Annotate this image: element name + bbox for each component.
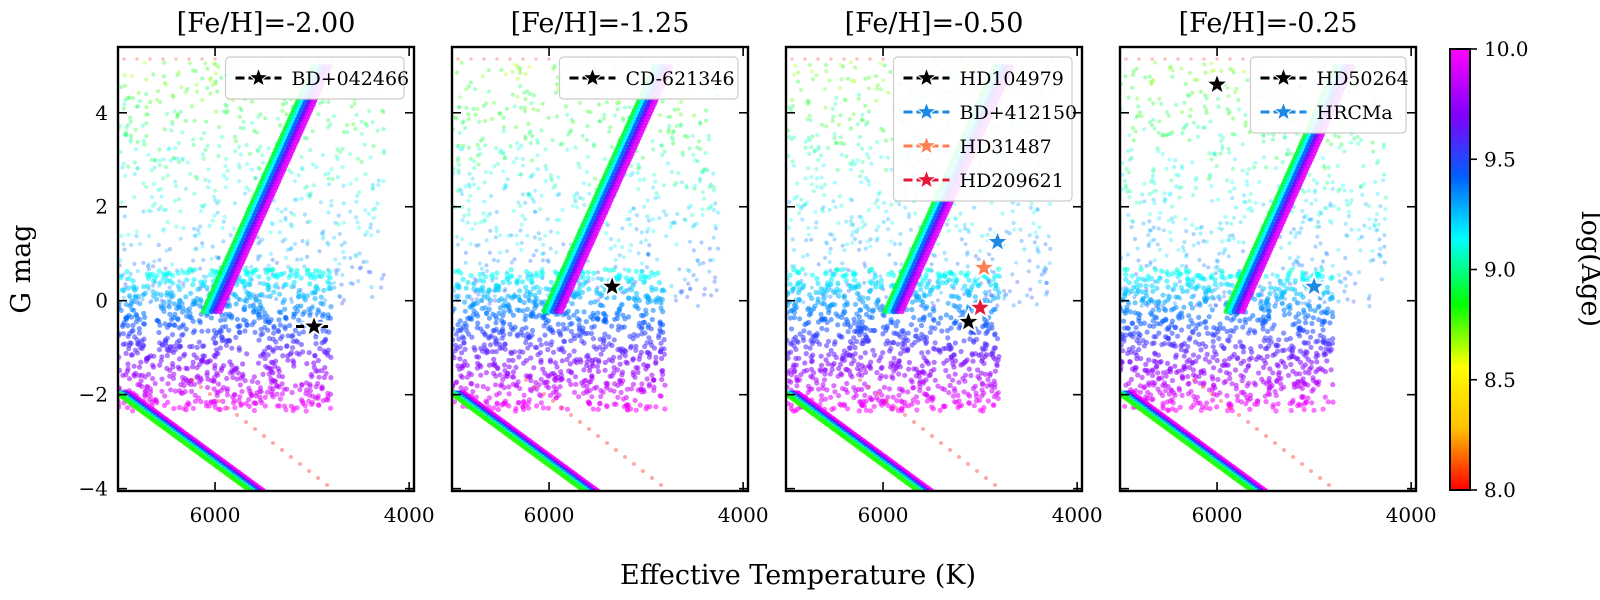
x-tick-label: 6000 xyxy=(1192,503,1243,527)
colorbar-tick-label: 8.0 xyxy=(1484,478,1516,502)
legend: HD50264 HRCMa xyxy=(1249,56,1409,134)
y-tick-label: −4 xyxy=(79,477,108,501)
legend-star xyxy=(1272,66,1295,88)
isochrone-cloud xyxy=(452,57,733,491)
legend-label: HD31487 xyxy=(960,136,1052,158)
colorbar-gradient xyxy=(1449,48,1471,491)
x-tick-label: 6000 xyxy=(190,503,241,527)
y-tick-label: 0 xyxy=(95,289,108,313)
colorbar-label: log(Age) xyxy=(1575,211,1600,327)
legend-star xyxy=(915,134,938,156)
x-tick-label: 4000 xyxy=(718,503,769,527)
legend: BD+042466 xyxy=(224,56,410,100)
star-marker xyxy=(965,292,995,320)
x-tick-label: 4000 xyxy=(1052,503,1103,527)
x-tick-label: 6000 xyxy=(524,503,575,527)
panel: [Fe/H]=-0.50 6000 4000 HD104979 BD+412150 HD3… xyxy=(784,8,1103,527)
y-axis-label: G mag xyxy=(6,224,37,313)
panel: [Fe/H]=-1.25 6000 4000 CD-621346 xyxy=(450,8,769,527)
legend-label: BD+412150 xyxy=(960,102,1078,124)
legend-label: HD209621 xyxy=(960,170,1064,192)
plot-frame xyxy=(116,45,416,493)
panel: [Fe/H]=-0.25 6000 4000 HD50264 HRCMa xyxy=(1118,8,1437,527)
star-marker xyxy=(597,271,627,299)
colorbar-tick-label: 9.5 xyxy=(1484,147,1516,171)
panel-title: [Fe/H]=-0.50 xyxy=(845,8,1024,39)
star-marker xyxy=(983,227,1012,255)
legend-star xyxy=(915,168,938,190)
star-marker xyxy=(299,311,329,339)
plot-frame xyxy=(450,45,750,493)
legend-label: BD+042466 xyxy=(292,68,410,90)
panel-title: [Fe/H]=-0.25 xyxy=(1179,8,1358,39)
star-marker xyxy=(1299,271,1329,299)
legend-label: HRCMa xyxy=(1317,102,1393,124)
legend: HD104979 BD+412150 HD31487 HD209621 xyxy=(892,56,1078,202)
legend-star xyxy=(915,66,938,88)
panel-title: [Fe/H]=-2.00 xyxy=(177,8,356,39)
star-marker xyxy=(1202,69,1232,97)
star-marker xyxy=(969,252,999,280)
x-tick-label: 4000 xyxy=(1386,503,1437,527)
legend-label: HD50264 xyxy=(1317,68,1409,90)
legend-star xyxy=(915,100,938,122)
colorbar-tick-label: 9.0 xyxy=(1484,258,1516,282)
colorbar-tick-label: 8.5 xyxy=(1484,368,1516,392)
isochrone-cloud xyxy=(118,57,399,491)
plot-frame xyxy=(1118,45,1418,493)
legend-label: CD-621346 xyxy=(626,68,735,90)
legend-label: HD104979 xyxy=(960,68,1064,90)
legend-star xyxy=(1272,100,1295,122)
legend-star xyxy=(247,66,270,88)
y-tick-label: 4 xyxy=(95,101,108,125)
colorbar-tick-label: 10.0 xyxy=(1484,37,1529,61)
x-tick-label: 4000 xyxy=(384,503,435,527)
y-tick-label: 2 xyxy=(95,195,108,219)
legend-box xyxy=(558,56,739,100)
star-marker xyxy=(954,307,983,334)
legend-box xyxy=(892,56,1073,202)
x-tick-label: 6000 xyxy=(858,503,909,527)
legend: CD-621346 xyxy=(558,56,739,100)
legend-star xyxy=(581,66,604,88)
colorbar: 8.0 8.5 9.0 9.5 10.0 log(Age) xyxy=(1449,37,1600,502)
panel-title: [Fe/H]=-1.25 xyxy=(511,8,690,39)
x-axis-label: Effective Temperature (K) xyxy=(620,560,976,591)
plot-frame xyxy=(784,45,1084,493)
legend-box xyxy=(224,56,405,100)
panel: [Fe/H]=-2.00 6000 4000 −4 −2 0 2 4 BD+042466 xyxy=(79,8,435,527)
y-tick-label: −2 xyxy=(79,383,108,407)
